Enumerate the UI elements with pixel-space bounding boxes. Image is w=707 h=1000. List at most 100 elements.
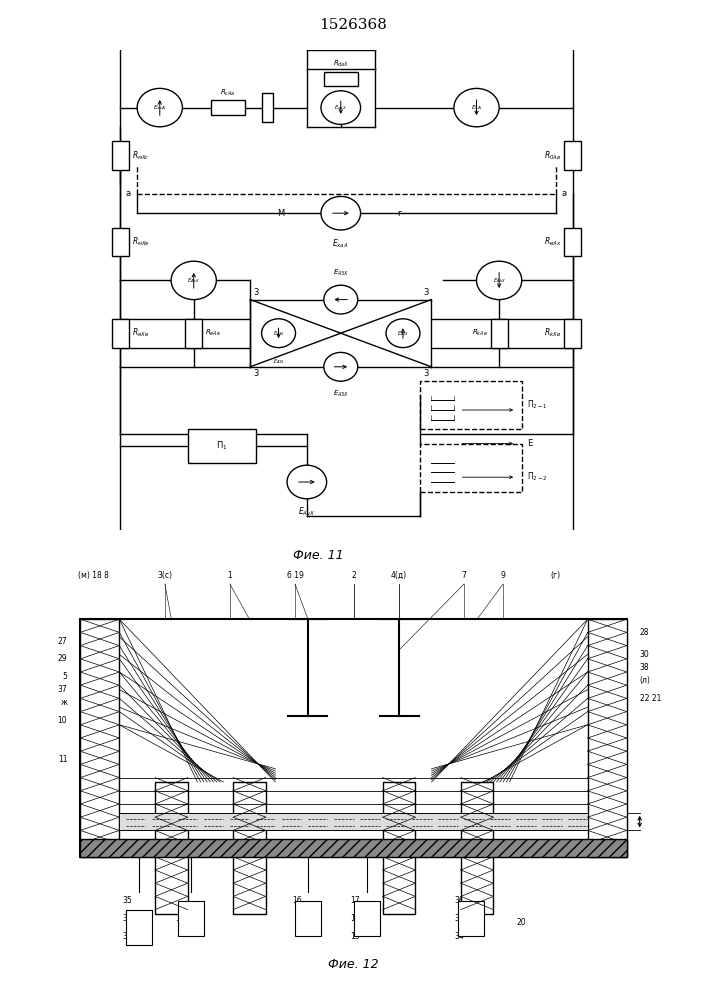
Text: 1: 1 <box>228 571 233 580</box>
Text: 33: 33 <box>122 932 132 941</box>
Bar <box>295 901 321 936</box>
Text: П$_1$: П$_1$ <box>216 440 228 452</box>
Text: 34: 34 <box>455 932 464 941</box>
Text: 22 21: 22 21 <box>640 694 661 703</box>
Circle shape <box>262 319 296 348</box>
Text: 3: 3 <box>423 288 428 297</box>
Bar <box>81 619 626 857</box>
Bar <box>126 910 152 945</box>
Circle shape <box>324 352 358 381</box>
Circle shape <box>477 261 522 300</box>
Bar <box>81 619 119 857</box>
Bar <box>491 319 508 348</box>
Circle shape <box>454 88 499 127</box>
Circle shape <box>324 285 358 314</box>
Text: 9: 9 <box>501 571 506 580</box>
Circle shape <box>171 261 216 300</box>
Text: $R_{вAx}$: $R_{вAx}$ <box>544 236 561 248</box>
Text: $E_{A3X}$: $E_{A3X}$ <box>333 388 349 399</box>
Text: 20: 20 <box>516 918 526 927</box>
Bar <box>112 141 129 170</box>
Text: $R_{мXс}$: $R_{мXс}$ <box>132 149 149 162</box>
Text: 10: 10 <box>58 716 67 725</box>
Text: 3(с): 3(с) <box>158 571 173 580</box>
Bar <box>420 381 522 429</box>
Text: 38: 38 <box>640 663 649 672</box>
Bar <box>178 901 204 936</box>
Text: 2: 2 <box>351 571 356 580</box>
Bar <box>119 813 588 830</box>
Text: Фие. 12: Фие. 12 <box>328 958 379 971</box>
Text: 3: 3 <box>253 369 259 378</box>
Bar <box>588 619 626 857</box>
Text: $R_{kXв}$: $R_{kXв}$ <box>544 327 561 339</box>
Text: 13: 13 <box>351 914 360 923</box>
Bar <box>262 93 273 122</box>
Text: $E_{AvX}$: $E_{AvX}$ <box>187 276 200 285</box>
Bar <box>564 228 581 256</box>
Text: $E_{A3X}$: $E_{A3X}$ <box>273 357 284 366</box>
Text: 11: 11 <box>58 756 67 764</box>
Text: 3: 3 <box>253 288 259 297</box>
Bar <box>233 782 266 914</box>
Text: (м) 18 8: (м) 18 8 <box>78 571 109 580</box>
Text: $R_{eAв}$: $R_{eAв}$ <box>205 328 221 338</box>
Text: ж: ж <box>60 698 67 707</box>
Text: 31: 31 <box>123 914 132 923</box>
Bar <box>461 782 493 914</box>
Bar <box>420 444 522 492</box>
Text: $E_{AkX}$: $E_{AkX}$ <box>493 276 506 285</box>
Text: M: M <box>277 209 284 218</box>
Text: E: E <box>527 439 532 448</box>
Bar <box>324 72 358 86</box>
Text: $R_{мXe}$: $R_{мXe}$ <box>132 236 150 248</box>
Text: г: г <box>397 209 402 218</box>
Text: $R_{0Aв}$: $R_{0Aв}$ <box>544 149 561 162</box>
Circle shape <box>137 88 182 127</box>
Bar <box>211 100 245 115</box>
Text: $E_{A3X}$: $E_{A3X}$ <box>333 268 349 278</box>
Text: П$_{2-2}$: П$_{2-2}$ <box>527 471 548 483</box>
Bar <box>564 141 581 170</box>
Text: 36: 36 <box>455 896 464 905</box>
Text: 14: 14 <box>175 914 185 923</box>
Text: 35: 35 <box>122 896 132 905</box>
Text: $E_{daX}$: $E_{daX}$ <box>334 103 347 112</box>
Bar <box>354 901 380 936</box>
Text: 4(д): 4(д) <box>391 571 407 580</box>
Text: 37: 37 <box>57 685 67 694</box>
Text: 29: 29 <box>58 654 67 663</box>
Circle shape <box>321 196 361 230</box>
Text: $E_{A3X}$: $E_{A3X}$ <box>273 329 284 338</box>
Text: $E_{xA}$: $E_{xA}$ <box>471 103 482 112</box>
Text: 5: 5 <box>62 672 67 681</box>
Text: a: a <box>562 190 567 198</box>
Text: $R_{cAa}$: $R_{cAa}$ <box>220 88 235 98</box>
Text: П$_{2-1}$: П$_{2-1}$ <box>527 399 548 411</box>
Text: $R_{eXв}$: $R_{eXв}$ <box>132 327 148 339</box>
Bar <box>112 228 129 256</box>
Text: 7: 7 <box>462 571 467 580</box>
Text: 1526368: 1526368 <box>320 18 387 32</box>
Text: (г): (г) <box>550 571 560 580</box>
Text: $E_{A3X}$: $E_{A3X}$ <box>397 329 409 338</box>
Text: Фие. 11: Фие. 11 <box>293 549 344 562</box>
Text: 28: 28 <box>640 628 649 637</box>
Text: a: a <box>126 190 131 198</box>
Circle shape <box>287 465 327 499</box>
Text: $E_{xcA}$: $E_{xcA}$ <box>153 103 167 112</box>
Text: 3: 3 <box>423 369 428 378</box>
Bar <box>564 319 581 348</box>
Circle shape <box>386 319 420 348</box>
Text: 6 19: 6 19 <box>286 571 303 580</box>
Text: $E_{AvX}$: $E_{AvX}$ <box>298 506 315 518</box>
Text: 32: 32 <box>455 914 464 923</box>
Text: $R_{daX}$: $R_{daX}$ <box>332 59 349 69</box>
Text: $R_{kAв}$: $R_{kAв}$ <box>472 328 488 338</box>
Bar <box>112 319 129 348</box>
Bar <box>188 429 256 463</box>
Text: (л): (л) <box>640 676 650 685</box>
Text: 17: 17 <box>351 896 360 905</box>
Bar <box>382 782 415 914</box>
Bar <box>81 839 626 857</box>
